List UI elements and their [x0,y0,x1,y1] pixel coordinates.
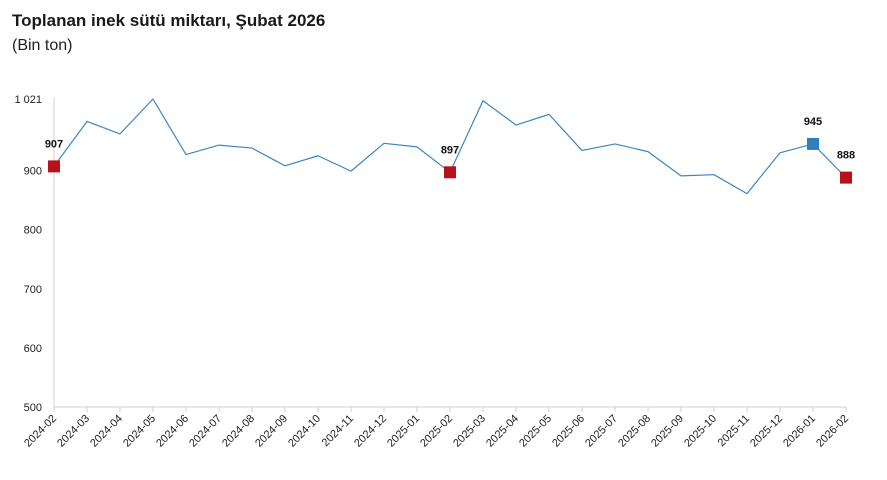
data-point [680,174,683,177]
x-tick-label: 2025-08 [616,413,653,450]
data-point [218,144,221,147]
highlight-marker [48,160,60,173]
x-tick-label: 2026-02 [814,413,851,450]
chart-title: Toplanan inek sütü miktarı, Şubat 2026 [12,11,326,30]
x-tick-label: 2024-07 [187,413,224,450]
x-tick-label: 2024-02 [22,413,59,450]
x-tick-label: 2024-05 [121,413,158,450]
x-tick-label: 2025-11 [716,413,752,449]
data-point [185,153,188,156]
x-tick-label: 2025-03 [451,413,488,450]
x-tick-label: 2026-01 [781,413,818,450]
x-tick-label: 2025-05 [517,413,554,450]
x-tick-label: 2024-08 [220,413,257,450]
data-label: 945 [804,116,822,128]
data-point [647,150,650,153]
data-label: 888 [837,150,855,162]
x-tick-label: 2024-06 [154,413,191,450]
data-point [119,132,122,135]
data-point [86,120,89,123]
highlight-markers: 907 897 945 888 [45,116,855,184]
highlight-marker [840,171,852,184]
y-tick-label: 1 021 [14,94,42,106]
data-point [515,124,518,127]
x-tick-label: 2024-10 [286,413,323,450]
y-tick-label: 500 [24,402,42,414]
data-point [614,142,617,145]
highlight-marker [807,137,819,150]
y-tick-label: 800 [24,225,42,237]
x-tick-label: 2025-09 [649,413,686,450]
data-point [251,147,254,150]
data-point [779,151,782,154]
data-point [746,192,749,195]
y-axis: 500 600 700 800 900 1 021 [14,94,55,414]
chart-subtitle: (Bin ton) [12,37,73,54]
highlight-marker [444,166,456,179]
x-tick-label: 2025-01 [385,413,422,450]
y-tick-label: 700 [24,284,42,296]
x-tick-label: 2024-11 [320,413,356,449]
data-point [350,170,353,173]
data-point [548,113,551,116]
x-tick-label: 2025-10 [682,413,719,450]
data-label: 907 [45,138,63,150]
x-tick-label: 2025-12 [748,413,785,450]
data-point [581,149,584,152]
x-tick-label: 2025-07 [583,413,620,450]
data-point [482,99,485,102]
x-tick-label: 2024-04 [88,413,125,450]
y-tick-label: 900 [24,166,42,178]
x-tick-label: 2025-04 [484,413,521,450]
x-tick-label: 2025-06 [550,413,587,450]
data-point [383,142,386,145]
data-point [152,98,155,101]
data-point [713,173,716,176]
data-point [284,164,287,167]
x-tick-label: 2024-03 [55,413,92,450]
data-label: 897 [441,144,459,156]
x-tick-label: 2024-12 [352,413,389,450]
y-tick-label: 600 [24,343,42,355]
x-axis: 2024-022024-032024-042024-052024-062024-… [22,406,851,450]
x-tick-label: 2024-09 [253,413,290,450]
data-point [416,145,419,148]
x-tick-label: 2025-02 [418,413,455,450]
data-point [317,154,320,157]
